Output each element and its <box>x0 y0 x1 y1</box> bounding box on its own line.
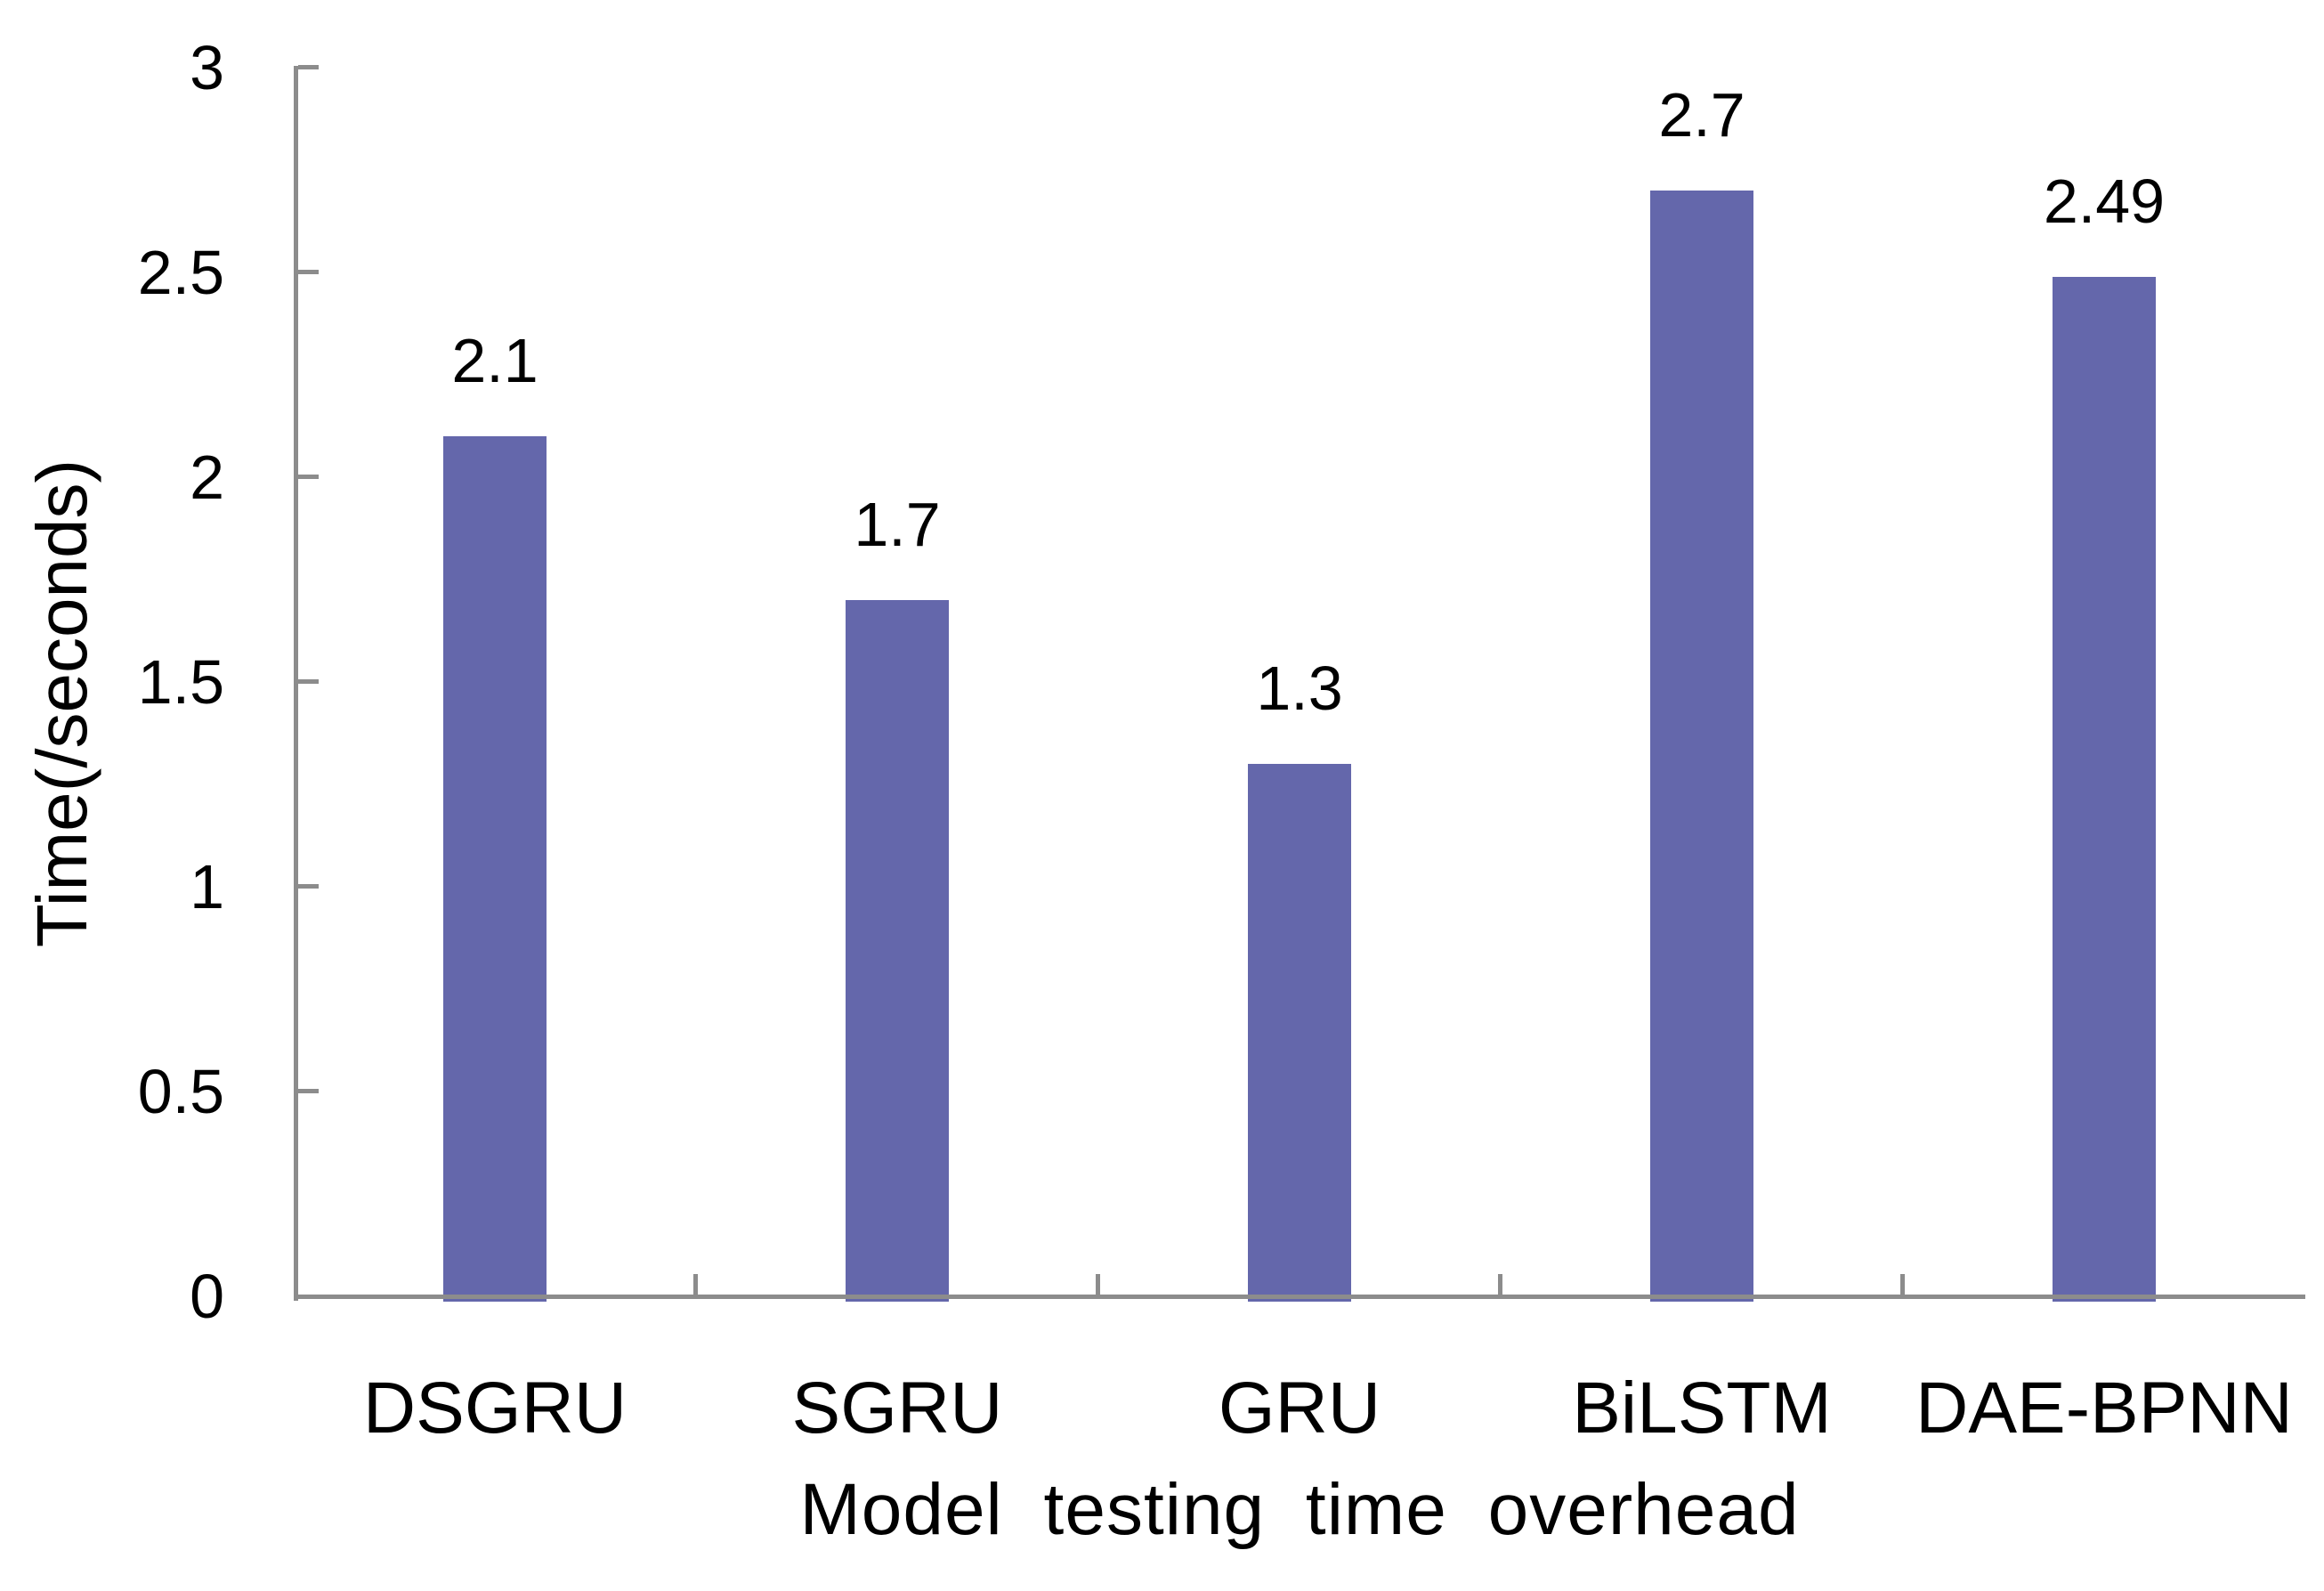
category-label-sgru: SGRU <box>791 1368 1003 1449</box>
bar-dsgru <box>443 436 547 1302</box>
y-axis-line <box>294 66 298 1301</box>
y-tick-label-1.5: 1.5 <box>137 647 224 717</box>
bar-value-label-gru: 1.3 <box>1256 653 1343 723</box>
x-tick-mark <box>693 1274 698 1295</box>
bar-value-label-sgru: 1.7 <box>854 490 941 559</box>
x-tick-mark <box>1498 1274 1502 1295</box>
x-tick-mark <box>1900 1274 1905 1295</box>
y-tick-mark <box>298 1089 319 1093</box>
bar-sgru <box>846 600 949 1302</box>
y-tick-label-0: 0 <box>190 1262 224 1331</box>
bar-gru <box>1248 764 1351 1302</box>
y-tick-label-2.5: 2.5 <box>137 238 224 307</box>
bar-dae-bpnn <box>2053 277 2156 1302</box>
bar-value-label-dsgru: 2.1 <box>451 326 538 395</box>
y-tick-label-0.5: 0.5 <box>137 1057 224 1126</box>
x-tick-mark <box>1096 1274 1100 1295</box>
y-tick-label-1: 1 <box>190 852 224 921</box>
x-axis-line <box>294 1295 2305 1299</box>
bar-value-label-bilstm: 2.7 <box>1658 80 1745 150</box>
y-tick-mark <box>298 65 319 69</box>
category-label-bilstm: BiLSTM <box>1572 1368 1832 1449</box>
category-label-dae-bpnn: DAE-BPNN <box>1915 1368 2293 1449</box>
y-tick-mark <box>298 884 319 889</box>
y-tick-label-2: 2 <box>190 442 224 512</box>
bar-value-label-dae-bpnn: 2.49 <box>2043 166 2166 236</box>
y-tick-mark <box>298 270 319 274</box>
y-tick-mark <box>298 679 319 684</box>
bar-bilstm <box>1650 191 1753 1302</box>
y-tick-mark <box>298 475 319 479</box>
y-tick-label-3: 3 <box>190 33 224 102</box>
x-axis-title: Model testing time overhead <box>799 1469 1800 1550</box>
category-label-dsgru: DSGRU <box>362 1368 628 1449</box>
category-label-gru: GRU <box>1218 1368 1381 1449</box>
